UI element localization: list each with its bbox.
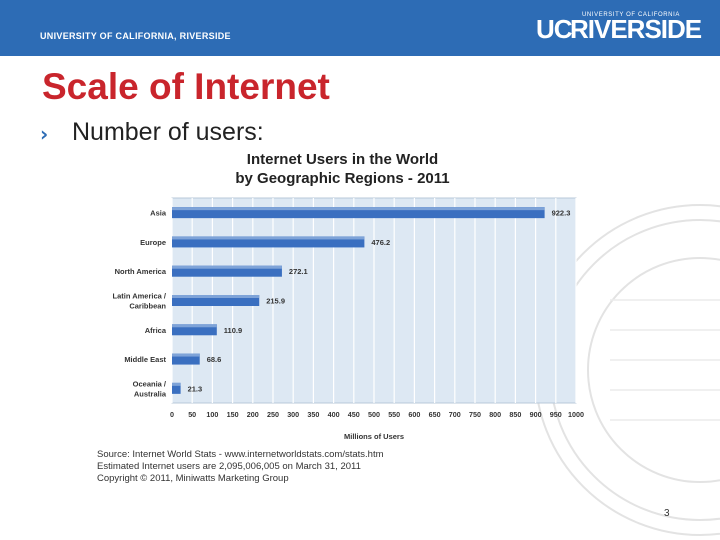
- x-tick-label: 300: [287, 410, 299, 419]
- logo-uc: UC: [536, 14, 573, 44]
- page-number: 3: [664, 508, 670, 519]
- data-label: 21.3: [188, 384, 203, 393]
- bar: [172, 324, 217, 336]
- chart-title: Internet Users in the World by Geographi…: [200, 150, 485, 188]
- header-bar: UNIVERSITY OF CALIFORNIA, RIVERSIDE UNIV…: [0, 0, 720, 56]
- logo-riverside: RIVERSIDE: [570, 14, 702, 44]
- x-tick-label: 150: [227, 410, 239, 419]
- data-label: 272.1: [289, 267, 308, 276]
- bar-chart: 0 50 100 150 200 250 300 350 400 450 500 550 600 650 7…: [113, 197, 584, 441]
- x-tick-label: 50: [188, 410, 196, 419]
- category-label: Australia: [134, 389, 167, 398]
- bar-highlight: [172, 353, 200, 357]
- slide-title: Scale of Internet: [42, 66, 330, 107]
- x-tick-label: 750: [469, 410, 481, 419]
- university-name: UNIVERSITY OF CALIFORNIA, RIVERSIDE: [40, 31, 231, 41]
- category-label: Latin America /: [113, 292, 167, 301]
- category-label: Asia: [150, 209, 167, 218]
- x-tick-label: 0: [170, 410, 174, 419]
- logo-subtitle: UNIVERSITY OF CALIFORNIA: [582, 12, 680, 18]
- bar-highlight: [172, 207, 545, 211]
- bar-highlight: [172, 382, 181, 386]
- x-tick-label: 400: [328, 410, 340, 419]
- ucr-logo: UNIVERSITY OF CALIFORNIA UC RIVERSIDE: [536, 10, 702, 46]
- x-tick-label: 600: [408, 410, 420, 419]
- bar-highlight: [172, 265, 282, 269]
- data-label: 476.2: [371, 238, 390, 247]
- chart-title-line2: by Geographic Regions - 2011: [235, 170, 450, 187]
- x-tick-label: 250: [267, 410, 279, 419]
- data-label: 110.9: [224, 326, 242, 335]
- bar: [172, 353, 200, 365]
- bar-highlight: [172, 295, 260, 298]
- bar: [172, 207, 545, 219]
- x-tick-label: 500: [368, 410, 380, 419]
- x-tick-label: 950: [550, 410, 562, 419]
- bar: [172, 382, 181, 394]
- data-label: 922.3: [552, 209, 571, 218]
- data-label: 215.9: [266, 297, 285, 306]
- x-tick-label: 450: [348, 410, 360, 419]
- x-tick-label: 200: [247, 410, 259, 419]
- category-label: North America: [115, 267, 167, 276]
- data-label: 68.6: [207, 355, 222, 364]
- category-label: Caribbean: [129, 302, 166, 311]
- x-tick-label: 700: [449, 410, 461, 419]
- estimate-line: Estimated Internet users are 2,095,006,0…: [97, 461, 361, 472]
- x-tick-label: 1000: [568, 410, 584, 419]
- bullet-text: Number of users:: [72, 118, 264, 146]
- x-tick-label: 550: [388, 410, 400, 419]
- bar: [172, 265, 282, 277]
- x-tick-label: 650: [429, 410, 441, 419]
- source-note: Source: Internet World Stats - www.inter…: [97, 449, 384, 485]
- category-label: Europe: [140, 238, 166, 247]
- bar-highlight: [172, 324, 217, 328]
- bar: [172, 295, 260, 306]
- chart-title-line1: Internet Users in the World: [246, 151, 439, 168]
- category-label: Oceania /: [133, 379, 167, 388]
- bar-highlight: [172, 236, 365, 240]
- chevron-right-icon: ›: [40, 122, 49, 146]
- x-tick-label: 850: [509, 410, 521, 419]
- x-tick-label: 800: [489, 410, 501, 419]
- x-tick-label: 350: [307, 410, 319, 419]
- category-label: Africa: [145, 326, 167, 335]
- x-tick-label: 900: [530, 410, 542, 419]
- category-label: Middle East: [124, 355, 166, 364]
- x-tick-label: 100: [206, 410, 218, 419]
- source-line: Source: Internet World Stats - www.inter…: [97, 449, 384, 460]
- bar: [172, 236, 365, 248]
- x-axis-label: Millions of Users: [344, 432, 404, 441]
- copyright-line: Copyright © 2011, Miniwatts Marketing Gr…: [97, 473, 289, 484]
